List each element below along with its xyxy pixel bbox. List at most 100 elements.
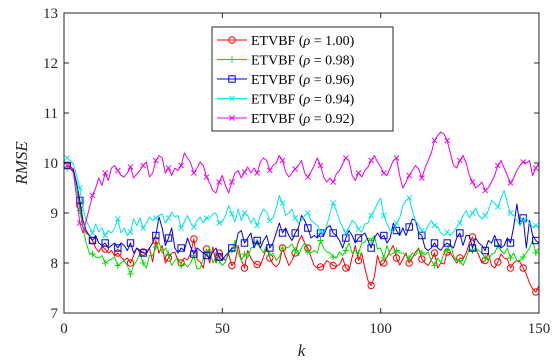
data-point: [241, 250, 248, 258]
series-line: [66, 157, 540, 236]
data-point: [418, 175, 425, 181]
data-point: [520, 159, 527, 165]
data-point: [190, 235, 198, 243]
data-point: [519, 253, 527, 261]
data-point: [342, 247, 350, 254]
tick-layer: 0 50 100 150 7 8 9 10 11 12 13: [43, 6, 550, 337]
data-point: [506, 239, 515, 247]
data-point: [443, 247, 451, 254]
data-point: [64, 155, 71, 161]
data-point: [393, 220, 400, 226]
data-point: [380, 212, 387, 219]
data-point: [152, 215, 159, 221]
data-point: [241, 169, 248, 175]
data-point: [481, 246, 489, 255]
data-point: [152, 236, 160, 245]
x-tick-label: 50: [215, 321, 230, 337]
data-point: [469, 210, 476, 216]
data-point: [494, 204, 501, 210]
data-point: [456, 157, 463, 164]
data-point: [101, 259, 109, 267]
data-point: [405, 223, 413, 231]
data-point: [380, 231, 388, 240]
data-point: [482, 187, 489, 194]
data-point: [266, 252, 274, 259]
data-point: [317, 229, 324, 235]
data-point: [330, 200, 337, 206]
data-point: [393, 155, 400, 161]
data-point: [203, 174, 210, 180]
data-point: [507, 254, 514, 262]
data-point: [229, 95, 235, 102]
y-tick-label: 13: [43, 6, 58, 22]
data-point: [229, 115, 235, 121]
data-point: [431, 137, 438, 144]
data-point: [330, 179, 337, 185]
data-point: [342, 155, 349, 161]
data-point: [178, 225, 185, 231]
data-point: [102, 170, 109, 176]
data-point: [430, 249, 439, 257]
data-point: [380, 254, 388, 262]
x-tick-label: 100: [369, 321, 392, 337]
data-point: [342, 234, 350, 242]
data-point: [266, 244, 274, 252]
y-tick-label: 7: [51, 306, 59, 322]
data-point: [278, 229, 287, 237]
data-point: [368, 212, 375, 219]
data-point: [481, 254, 489, 262]
data-point: [228, 75, 236, 83]
y-axis-label: RMSE: [12, 141, 31, 186]
data-point: [456, 220, 463, 226]
data-point: [494, 162, 501, 169]
data-point: [216, 220, 223, 226]
data-point: [202, 251, 211, 260]
data-point: [405, 254, 413, 262]
data-point: [253, 236, 261, 245]
data-point: [215, 253, 223, 261]
data-point: [431, 262, 438, 269]
data-point: [139, 249, 147, 257]
data-point: [203, 215, 210, 221]
data-point: [292, 166, 299, 172]
data-point: [76, 207, 84, 214]
data-point: [114, 167, 121, 174]
data-point: [355, 170, 362, 176]
data-point: [444, 229, 451, 235]
data-point: [126, 239, 135, 247]
data-point: [126, 259, 135, 267]
data-point: [240, 264, 249, 272]
data-point: [89, 250, 96, 258]
data-point: [317, 162, 324, 169]
data-point: [292, 215, 299, 221]
data-point: [532, 165, 539, 171]
data-point: [355, 249, 362, 257]
series-4: [64, 155, 540, 239]
data-point: [329, 229, 337, 237]
data-point: [304, 224, 312, 232]
data-point: [519, 264, 527, 272]
data-point: [228, 211, 235, 217]
data-point: [228, 261, 236, 270]
legend-item: ETVBF (ρ = 0.98): [217, 54, 355, 69]
legend-label: ETVBF (ρ = 0.92): [251, 112, 355, 127]
data-point: [418, 231, 426, 240]
legend-item: ETVBF (ρ = 0.94): [217, 93, 355, 108]
data-point: [304, 174, 311, 180]
data-point: [190, 224, 197, 230]
data-point: [367, 281, 375, 290]
data-point: [279, 244, 286, 252]
data-point: [329, 253, 337, 261]
data-point: [152, 157, 159, 164]
data-point: [406, 172, 413, 179]
data-point: [254, 170, 261, 176]
data-point: [304, 210, 311, 216]
y-tick-label: 10: [43, 156, 58, 172]
y-tick-label: 12: [43, 56, 58, 72]
data-point: [177, 244, 185, 252]
data-point: [329, 261, 337, 270]
data-point: [140, 162, 147, 169]
legend-label: ETVBF (ρ = 0.94): [251, 93, 355, 108]
data-point: [507, 180, 514, 186]
